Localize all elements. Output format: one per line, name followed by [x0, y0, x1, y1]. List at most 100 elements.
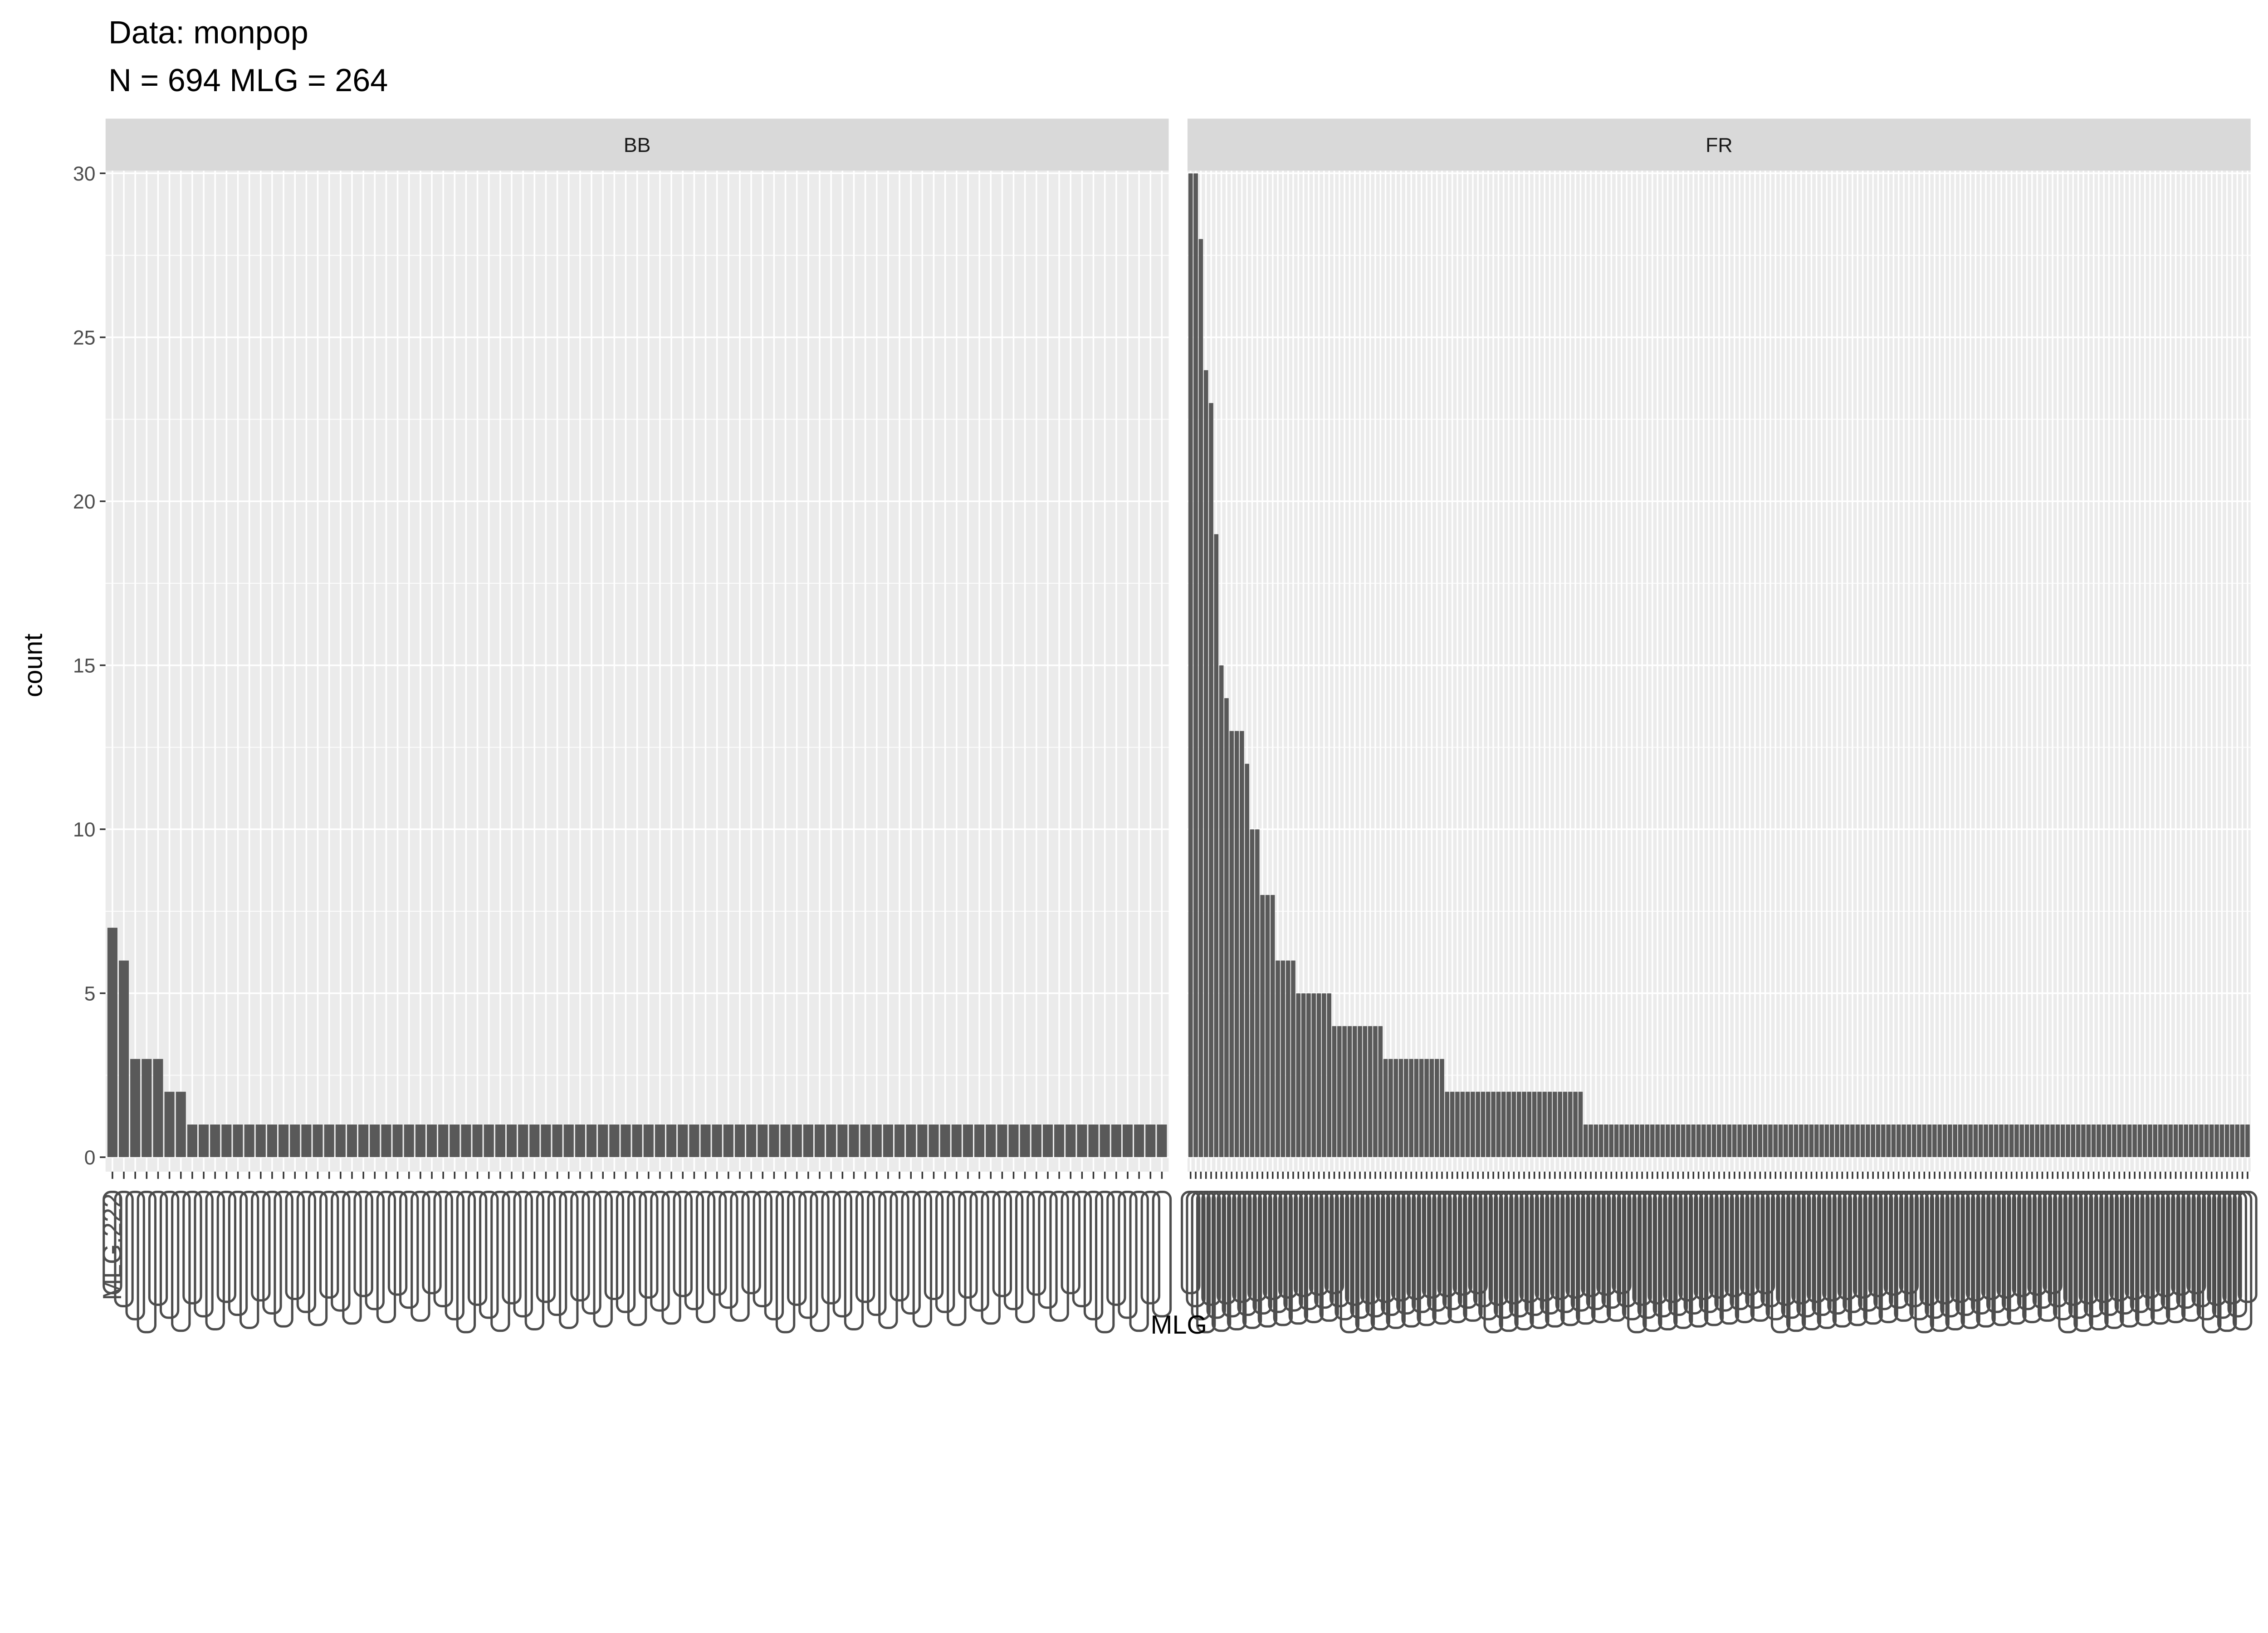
bar-fr: [1732, 1124, 1737, 1158]
bar-fr: [1911, 1124, 1917, 1158]
facet-panels: BB FR MLG.222: [98, 118, 2258, 1334]
bar-fr: [1788, 1124, 1794, 1158]
bar-fr: [1665, 1124, 1671, 1158]
bar-bb: [1054, 1124, 1065, 1158]
x-tick-label-glyphs: [433, 1190, 453, 1308]
bar-fr: [1486, 1091, 1491, 1158]
bar-fr: [1927, 1124, 1932, 1158]
y-tick-label: 0: [84, 1147, 96, 1169]
x-tick-label-glyphs: [194, 1190, 214, 1318]
bar-fr: [1921, 1124, 1927, 1158]
bar-fr: [2065, 1124, 2071, 1158]
x-tick-label-glyphs: [296, 1190, 317, 1313]
x-tick-label-glyphs: [1140, 1190, 1160, 1305]
bar-fr: [1542, 1091, 1547, 1158]
x-tick-label-glyphs: [1049, 1190, 1069, 1322]
y-tick-label: 15: [73, 655, 96, 677]
x-tick-label-glyphs: [810, 1190, 830, 1332]
bar-fr: [1378, 1026, 1383, 1158]
x-tick-label-glyphs: [730, 1190, 750, 1322]
bar-fr: [2034, 1124, 2040, 1158]
bar-bb: [232, 1124, 244, 1158]
x-tick-label-glyphs: [719, 1190, 738, 1309]
bar-fr: [1886, 1124, 1891, 1158]
bar-fr: [2112, 1124, 2117, 1158]
bar-fr: [2127, 1124, 2132, 1158]
bar-fr: [2004, 1124, 2009, 1158]
bar-fr: [1578, 1091, 1583, 1158]
bar-fr: [1526, 1091, 1532, 1158]
bar-fr: [1706, 1124, 1711, 1158]
bar-bb: [484, 1124, 494, 1158]
bar-bb: [255, 1124, 266, 1158]
bar-bb: [792, 1124, 802, 1158]
facet-strip: [105, 118, 1169, 171]
x-tick-label-glyphs: [992, 1190, 1012, 1297]
bar-fr: [1624, 1124, 1629, 1158]
bar-fr: [1568, 1091, 1573, 1158]
bar-bb: [1031, 1124, 1042, 1158]
bar-fr: [1434, 1058, 1440, 1158]
bar-bb: [734, 1124, 745, 1158]
bar-bb: [757, 1124, 768, 1158]
bar-fr: [1819, 1124, 1824, 1158]
x-tick-label-glyphs: [399, 1190, 419, 1309]
x-tick-label-glyphs: [502, 1190, 522, 1305]
bar-fr: [1521, 1091, 1527, 1158]
y-axis-title: count: [19, 634, 48, 697]
bar-fr: [1593, 1124, 1598, 1158]
bar-fr: [1942, 1124, 1947, 1158]
bar-bb: [1008, 1124, 1019, 1158]
x-tick-label-glyphs: [890, 1190, 909, 1302]
bar-fr: [1244, 763, 1250, 1158]
bar-fr: [1716, 1124, 1722, 1158]
x-tick-label-glyphs: [353, 1190, 373, 1297]
x-tick-label-glyphs: [239, 1190, 259, 1329]
bar-bb: [883, 1124, 894, 1158]
bar-fr: [1255, 829, 1260, 1158]
bar-bb: [963, 1124, 973, 1158]
bar-fr: [2204, 1124, 2209, 1158]
x-tick-label-glyphs: [1106, 1190, 1126, 1306]
bar-fr: [1809, 1124, 1814, 1158]
bar-fr: [1758, 1124, 1763, 1158]
x-tick-label-glyphs: [1015, 1190, 1035, 1324]
bar-fr: [1588, 1124, 1593, 1158]
bar-fr: [1814, 1124, 1819, 1158]
x-tick-label-glyphs: [331, 1190, 351, 1312]
bar-fr: [2132, 1124, 2137, 1158]
x-tick-label-glyphs: [228, 1190, 248, 1316]
bar-fr: [1460, 1091, 1465, 1158]
bar-fr: [1419, 1058, 1424, 1158]
bar-fr: [1860, 1124, 1865, 1158]
bar-fr: [2076, 1124, 2081, 1158]
x-tick-label-glyphs: [205, 1190, 225, 1331]
bar-fr: [1316, 993, 1321, 1158]
bar-fr: [1516, 1091, 1522, 1158]
bar-fr: [1737, 1124, 1742, 1158]
x-tick-label-glyphs: [148, 1190, 168, 1306]
x-tick-label-glyphs: [901, 1190, 921, 1315]
bar-fr: [1937, 1124, 1942, 1158]
x-tick-label-glyphs: [216, 1190, 237, 1303]
bar-fr: [2194, 1124, 2199, 1158]
bar-fr: [1598, 1124, 1604, 1158]
x-tick-label-glyphs: [639, 1190, 659, 1299]
bar-bb: [723, 1124, 734, 1158]
bar-fr: [1983, 1124, 1989, 1158]
bar-fr: [1424, 1058, 1429, 1158]
bar-bb: [426, 1124, 437, 1158]
bar-bb: [278, 1124, 289, 1158]
bar-bb: [586, 1124, 597, 1158]
bar-bb: [518, 1124, 528, 1158]
x-tick-label-glyphs: [912, 1190, 933, 1328]
bar-bb: [689, 1124, 699, 1158]
bar-fr: [1286, 960, 1291, 1158]
bar-bb: [1100, 1124, 1110, 1158]
bar-bb: [894, 1124, 905, 1158]
x-tick-label-glyphs: [422, 1190, 442, 1295]
bar-fr: [1470, 1091, 1476, 1158]
y-tick-label: 10: [73, 819, 96, 841]
x-tick-label-glyphs: [274, 1190, 293, 1328]
bar-bb: [677, 1124, 688, 1158]
